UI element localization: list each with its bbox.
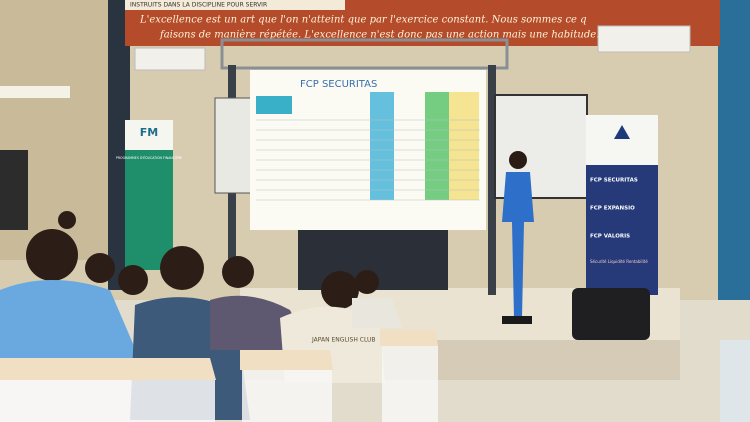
banner-header: INSTRUITS DANS LA DISCIPLINE POUR SERVIR bbox=[130, 2, 267, 9]
banner-header-strip bbox=[125, 0, 345, 10]
quote-line: faisons de manière répétée. L'excellence… bbox=[159, 30, 643, 41]
screen-title: FCP SECURITAS bbox=[300, 79, 377, 90]
banner-footer: Sécurité Liquidité Rentabilité bbox=[590, 259, 648, 264]
left-banner-top bbox=[125, 120, 173, 150]
speaker bbox=[502, 172, 534, 318]
speaker-shoes bbox=[502, 316, 532, 324]
left-banner-title: PROGRAMMES D'ÉDUCATION FINANCIÈRE bbox=[116, 155, 182, 160]
table-column bbox=[370, 92, 394, 200]
desks bbox=[0, 330, 750, 422]
right-pillar bbox=[718, 0, 750, 320]
right-banner-top bbox=[586, 115, 658, 165]
left-banner-logo: FM bbox=[140, 126, 158, 139]
shirt-text: JAPAN ENGLISH CLUB bbox=[311, 337, 376, 344]
side-board bbox=[0, 150, 28, 230]
ceiling-light bbox=[0, 86, 70, 98]
air-conditioner bbox=[597, 25, 691, 53]
table-header bbox=[256, 96, 292, 114]
logo-mark bbox=[614, 125, 630, 139]
whiteboard bbox=[214, 97, 256, 194]
table-column bbox=[449, 92, 479, 200]
table-lines bbox=[256, 119, 480, 201]
table-column bbox=[425, 92, 449, 200]
loudspeaker bbox=[572, 288, 650, 340]
air-conditioner bbox=[134, 47, 206, 71]
banner-item: FCP EXPANSIO bbox=[590, 206, 635, 212]
speaker-head bbox=[509, 151, 527, 169]
truss-leg bbox=[488, 65, 496, 295]
quote-line: L'excellence est un art que l'on n'attei… bbox=[139, 15, 587, 26]
banner-item: FCP VALORIS bbox=[590, 234, 630, 240]
banner-item: FCP SECURITAS bbox=[590, 178, 638, 184]
truss bbox=[220, 38, 509, 70]
pillar bbox=[108, 0, 130, 290]
